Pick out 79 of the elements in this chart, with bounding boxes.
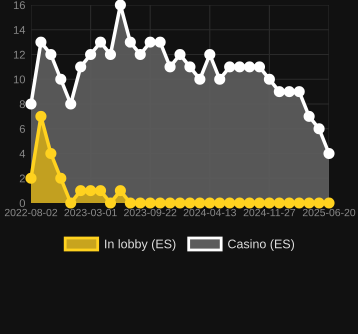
point (144, 36, 156, 48)
point (55, 74, 66, 85)
y-tick-label: 4 (20, 150, 26, 158)
y-tick-label: 16 (14, 1, 25, 10)
point (65, 197, 76, 209)
point (124, 36, 136, 48)
point (94, 185, 106, 196)
point (264, 197, 275, 209)
point (134, 48, 146, 60)
y-tick-label: 12 (14, 50, 25, 59)
point (25, 98, 37, 110)
point (144, 197, 156, 209)
y-tick-label: 8 (20, 100, 25, 108)
y-tick-label: 6 (20, 125, 25, 133)
x-tick-label: 2024-11-27 (244, 208, 296, 216)
legend-label: In lobby (ES) (105, 239, 176, 251)
point (323, 197, 335, 209)
point (45, 48, 56, 60)
point (124, 197, 136, 209)
point (134, 197, 146, 209)
point (274, 197, 285, 209)
point (164, 61, 176, 72)
point (294, 197, 305, 209)
x-tick-label: 2022-08-02 (4, 208, 58, 216)
legend-label: Casino (ES) (228, 239, 294, 251)
point (154, 197, 166, 209)
point (85, 185, 96, 196)
point (314, 123, 325, 134)
point (234, 61, 246, 72)
point (254, 197, 266, 209)
point (35, 36, 46, 48)
point (85, 48, 96, 60)
point (75, 185, 86, 196)
point (104, 197, 116, 209)
point (55, 172, 66, 184)
y-tick-label: 10 (14, 76, 26, 84)
point (244, 61, 256, 72)
point (184, 61, 196, 72)
point (114, 185, 126, 196)
point (234, 197, 246, 209)
point (184, 197, 196, 209)
point (174, 48, 186, 60)
point (75, 61, 86, 72)
x-tick-label: 2025-06-20 (302, 208, 356, 216)
point (304, 110, 315, 122)
point (214, 197, 226, 209)
y-tick-label: 0 (20, 199, 26, 208)
point (254, 61, 266, 72)
point (174, 197, 186, 209)
point (65, 98, 76, 110)
x-tick-label: 2024-04-13 (184, 208, 236, 216)
point (224, 61, 236, 72)
point (274, 86, 285, 98)
point (164, 197, 176, 209)
point (264, 74, 275, 85)
y-tick-label: 14 (14, 26, 26, 34)
point (104, 48, 116, 60)
point (154, 36, 166, 48)
point (224, 197, 236, 209)
point (194, 197, 206, 209)
point (204, 48, 216, 60)
point (25, 172, 37, 184)
point (284, 86, 295, 98)
x-tick-label: 2023-09-22 (124, 208, 176, 216)
point (284, 197, 295, 209)
point (45, 148, 56, 160)
point (194, 74, 206, 85)
point (204, 197, 216, 209)
point (94, 36, 106, 48)
point (214, 74, 226, 85)
point (294, 86, 305, 98)
point (35, 110, 46, 122)
point (304, 197, 315, 209)
point (114, 0, 126, 11)
x-tick-label: 2023-03-01 (64, 208, 117, 216)
y-tick-label: 2 (20, 174, 25, 182)
point (314, 197, 325, 209)
point (244, 197, 256, 209)
point (323, 148, 335, 160)
